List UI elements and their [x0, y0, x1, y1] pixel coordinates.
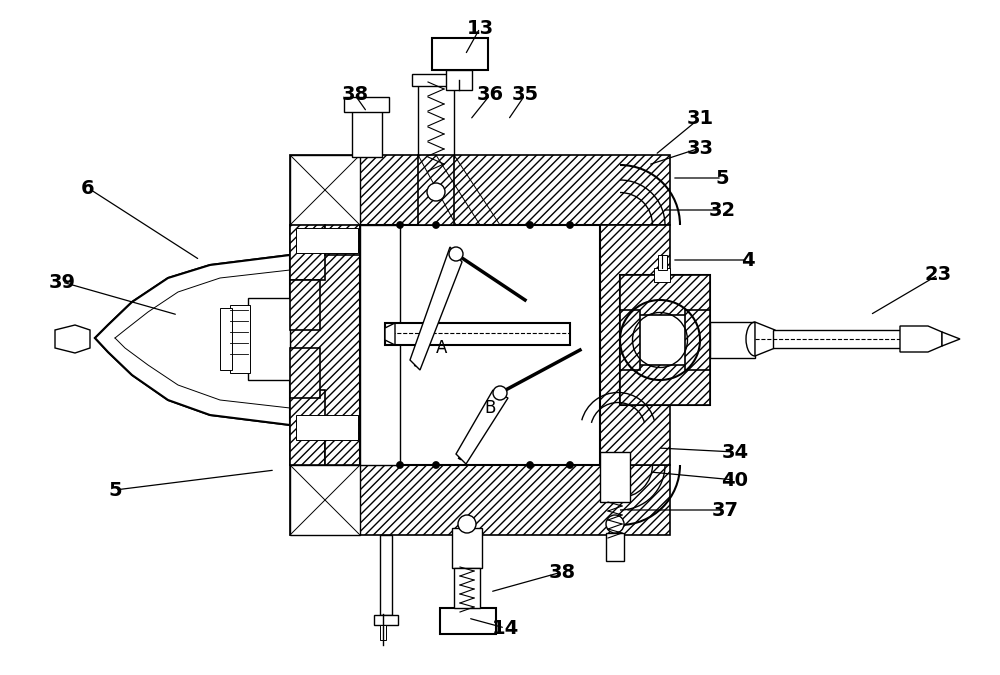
- Text: 31: 31: [686, 109, 714, 128]
- Bar: [412, 74, 460, 86]
- Bar: [620, 365, 710, 405]
- Text: 36: 36: [476, 86, 504, 105]
- Text: 5: 5: [715, 169, 729, 188]
- Bar: [290, 155, 360, 225]
- Polygon shape: [755, 322, 775, 356]
- Text: 40: 40: [722, 470, 748, 489]
- Circle shape: [396, 462, 404, 468]
- Bar: [620, 310, 640, 370]
- Text: 38: 38: [548, 562, 576, 581]
- Bar: [773, 330, 903, 348]
- Bar: [290, 465, 670, 535]
- Polygon shape: [942, 332, 960, 346]
- Polygon shape: [456, 390, 508, 464]
- Bar: [654, 268, 670, 282]
- Text: 34: 34: [721, 443, 749, 462]
- Bar: [220, 308, 232, 370]
- Polygon shape: [95, 255, 290, 425]
- Bar: [290, 348, 320, 398]
- Text: 5: 5: [108, 481, 122, 500]
- Circle shape: [432, 221, 440, 229]
- Bar: [325, 440, 360, 465]
- Text: 33: 33: [686, 138, 714, 157]
- Circle shape: [458, 515, 476, 533]
- Circle shape: [493, 386, 507, 400]
- Bar: [418, 80, 454, 158]
- Bar: [290, 225, 360, 465]
- Bar: [385, 323, 570, 345]
- Bar: [352, 105, 382, 157]
- Circle shape: [526, 221, 534, 229]
- Bar: [710, 322, 755, 358]
- Circle shape: [526, 462, 534, 468]
- Text: 14: 14: [491, 618, 519, 637]
- Circle shape: [566, 221, 574, 229]
- Polygon shape: [95, 255, 290, 425]
- Text: B: B: [484, 399, 496, 417]
- Text: 39: 39: [48, 273, 76, 292]
- Bar: [452, 528, 482, 568]
- Circle shape: [396, 221, 404, 229]
- Bar: [658, 255, 667, 270]
- Bar: [620, 275, 710, 315]
- Bar: [685, 310, 710, 370]
- Text: 6: 6: [81, 178, 95, 198]
- Bar: [380, 535, 392, 615]
- Bar: [440, 608, 496, 634]
- Bar: [290, 390, 325, 465]
- Circle shape: [427, 183, 445, 201]
- Circle shape: [606, 515, 624, 533]
- Bar: [600, 225, 670, 465]
- Text: 4: 4: [741, 250, 755, 269]
- Bar: [360, 225, 400, 465]
- Circle shape: [566, 462, 574, 468]
- Bar: [360, 225, 600, 465]
- Bar: [290, 280, 320, 330]
- Text: A: A: [436, 339, 448, 357]
- Bar: [446, 70, 472, 90]
- Bar: [296, 228, 358, 253]
- Bar: [600, 452, 630, 502]
- Text: 23: 23: [924, 265, 952, 284]
- Polygon shape: [385, 323, 395, 345]
- Text: 37: 37: [712, 500, 738, 520]
- Bar: [344, 97, 389, 112]
- Bar: [230, 305, 250, 373]
- Bar: [248, 298, 290, 380]
- Bar: [454, 568, 480, 608]
- Circle shape: [432, 462, 440, 468]
- Bar: [290, 225, 325, 280]
- Bar: [290, 155, 670, 225]
- Circle shape: [449, 247, 463, 261]
- Polygon shape: [55, 325, 90, 353]
- Bar: [296, 415, 358, 440]
- Bar: [606, 533, 624, 561]
- Polygon shape: [900, 326, 942, 352]
- Bar: [290, 465, 360, 535]
- Bar: [374, 615, 398, 625]
- Polygon shape: [410, 247, 462, 370]
- Text: 32: 32: [708, 200, 736, 219]
- Text: 38: 38: [341, 86, 369, 105]
- Text: 35: 35: [511, 86, 539, 105]
- Bar: [620, 275, 710, 405]
- Polygon shape: [380, 625, 386, 640]
- Bar: [432, 38, 488, 70]
- Text: 13: 13: [466, 18, 494, 38]
- Bar: [418, 155, 454, 225]
- Bar: [325, 225, 360, 255]
